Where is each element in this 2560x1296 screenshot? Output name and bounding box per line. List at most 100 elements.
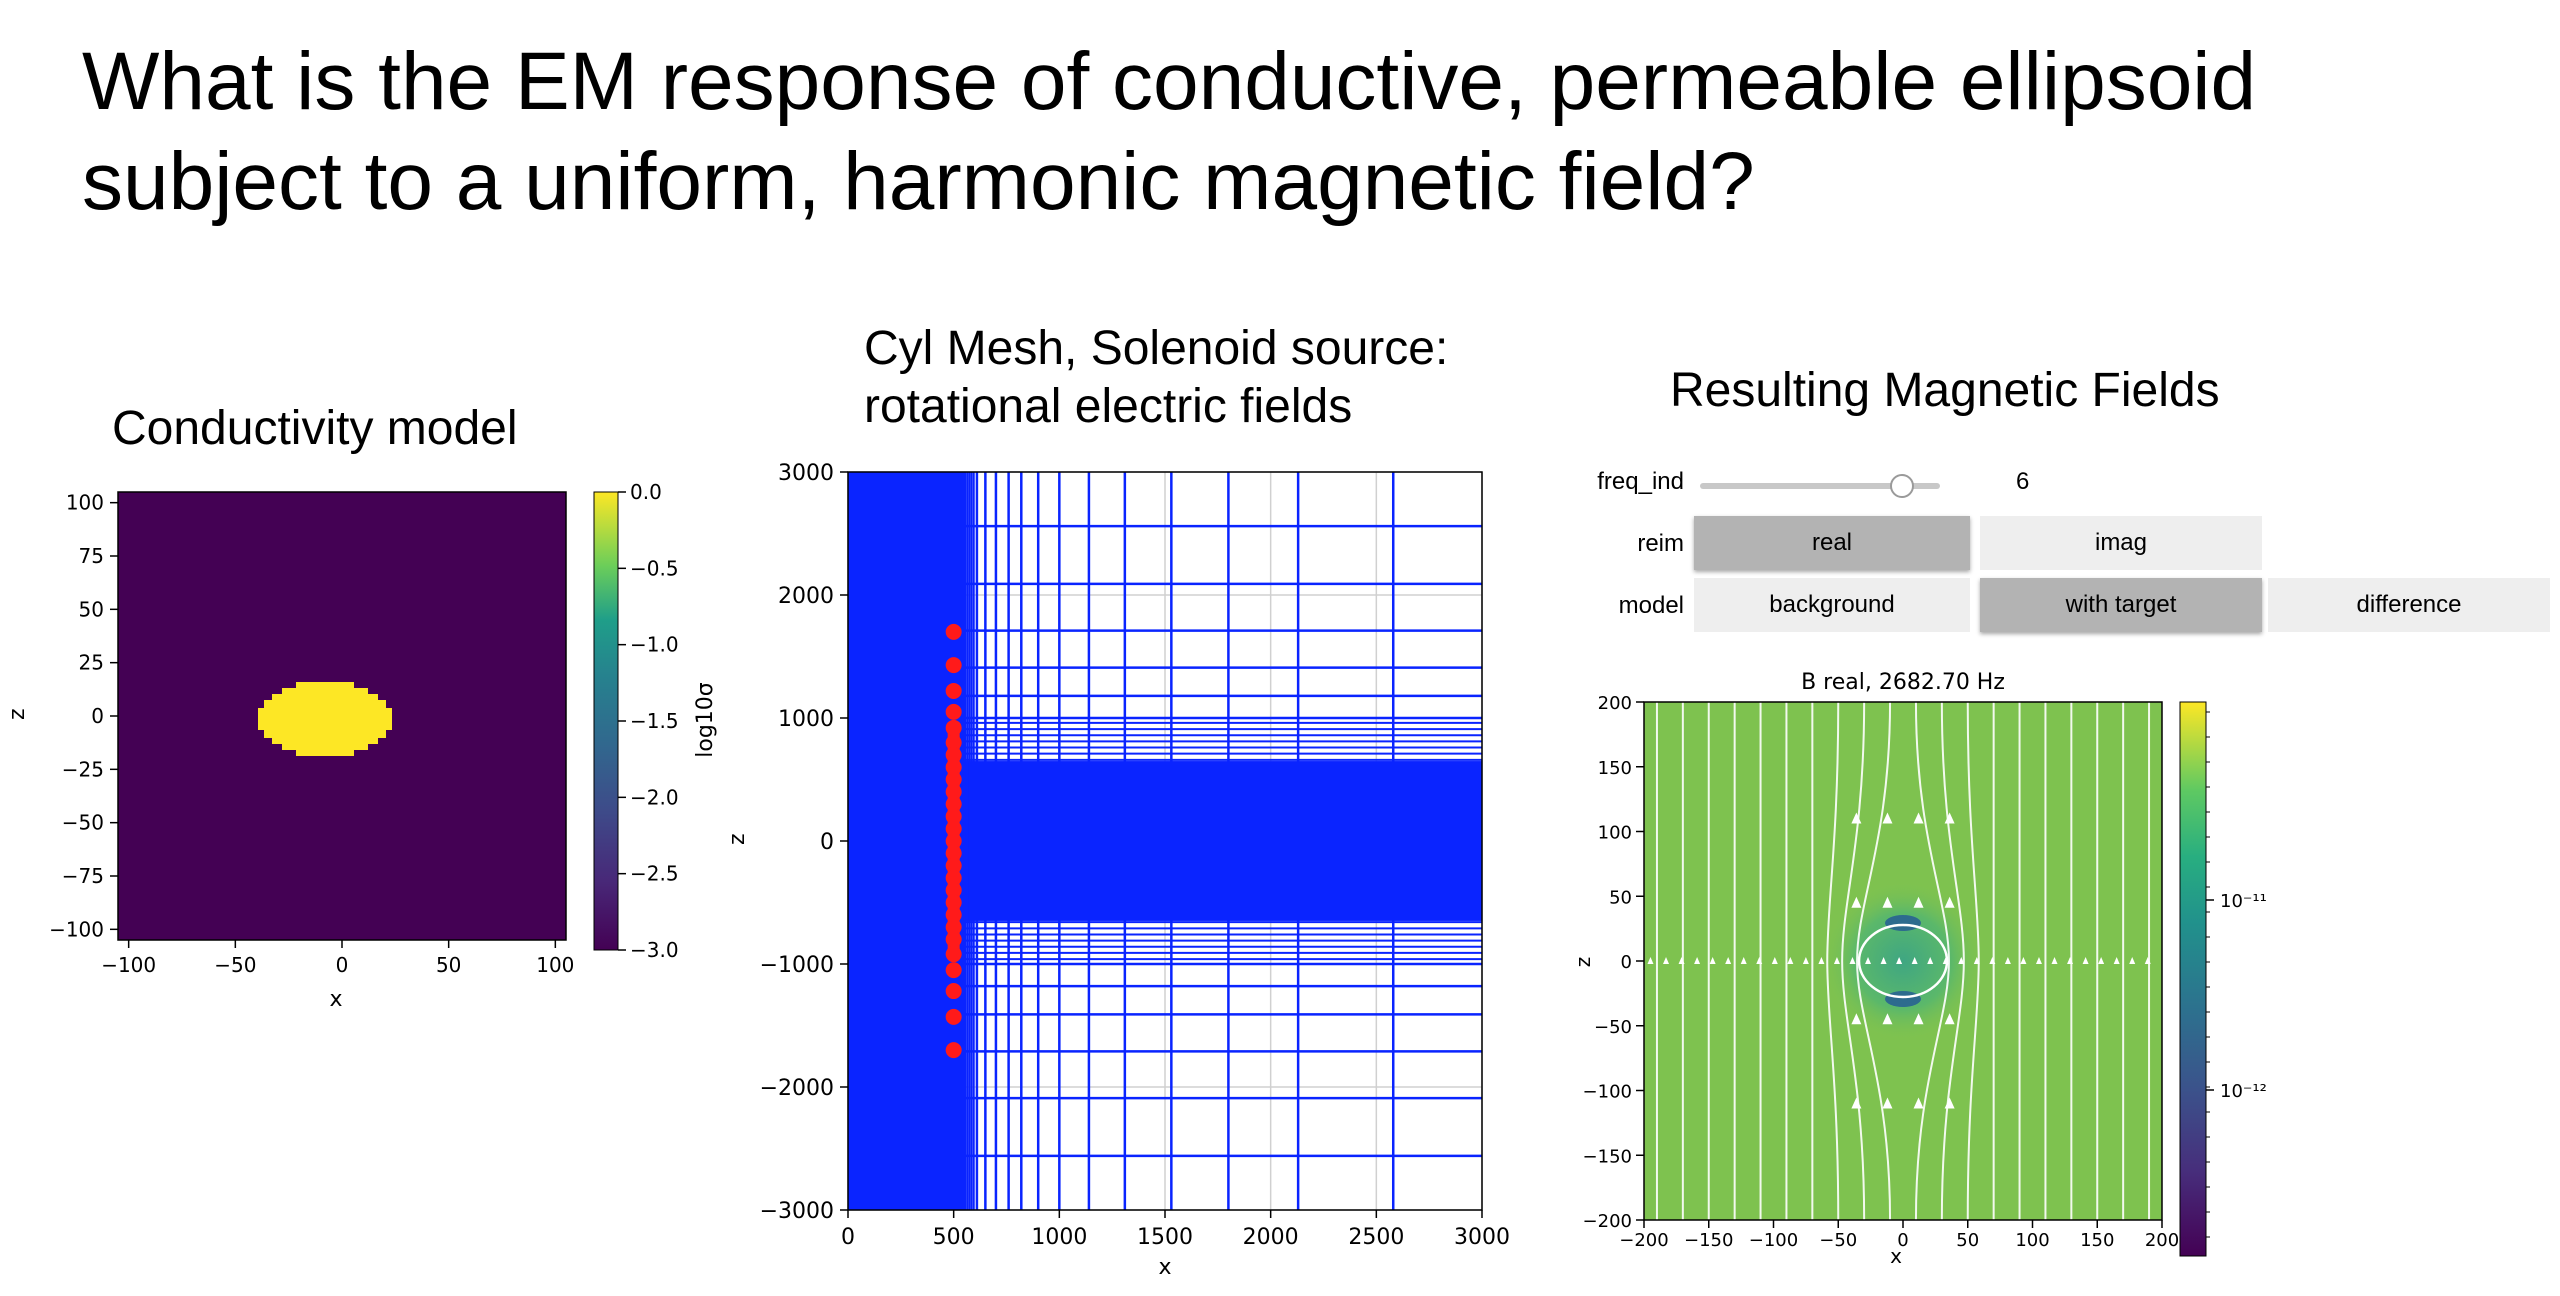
- y-axis-label: z: [5, 708, 30, 720]
- y-tick-label: 1000: [778, 707, 834, 732]
- slider-track: [1700, 483, 1940, 489]
- y-tick-label: 50: [79, 597, 104, 621]
- colorbar-tick-label: −2.5: [630, 862, 679, 886]
- colorbar-tick-label: −1.0: [630, 633, 679, 657]
- streamline-arrow: [1944, 1013, 1955, 1025]
- streamline-arrow: [1678, 957, 1685, 964]
- x-tick-label: 100: [2015, 1230, 2049, 1251]
- colorbar: [2179, 701, 2207, 1257]
- x-tick-label: −100: [101, 953, 156, 977]
- slide-title: What is the EM response of conductive, p…: [82, 36, 2257, 227]
- source-point: [945, 857, 962, 874]
- source-point: [945, 845, 962, 862]
- model-with-target-button[interactable]: with target: [1980, 578, 2262, 632]
- streamline-arrow: [1663, 957, 1670, 964]
- target-anomaly: [1823, 881, 1983, 1041]
- y-tick-label: 3000: [778, 461, 834, 486]
- source-point: [945, 931, 962, 948]
- x-tick-label: −200: [1619, 1230, 1668, 1251]
- x-tick-label: 200: [2145, 1230, 2179, 1251]
- colorbar: [593, 491, 619, 951]
- y-tick-label: −150: [1583, 1146, 1632, 1167]
- freq-ind-slider[interactable]: [1700, 474, 1940, 498]
- y-tick-label: 0: [1621, 952, 1632, 973]
- streamline-arrow: [1851, 812, 1862, 824]
- streamline-arrow: [1851, 1097, 1862, 1109]
- streamline-arrow: [1973, 957, 1980, 964]
- y-axis-ticks: 200 150 100 50 0 −50 −100 −150 −200: [1583, 693, 1644, 1232]
- streamline-arrow: [1833, 957, 1840, 964]
- model-label: model: [1618, 592, 1684, 619]
- conductivity-model-title: Conductivity model: [112, 402, 518, 455]
- slider-handle[interactable]: [1889, 474, 1914, 498]
- source-point: [945, 946, 962, 963]
- streamline-arrow: [1942, 957, 1949, 964]
- x-tick-label: −100: [1749, 1230, 1798, 1251]
- source-point: [945, 869, 962, 886]
- streamline-arrow: [2098, 957, 2105, 964]
- y-tick-label: −1000: [760, 953, 834, 978]
- field-low-bottom: [1885, 991, 1921, 1007]
- source-point: [945, 734, 962, 751]
- x-axis-label: x: [1890, 1244, 1902, 1268]
- streamline-arrow: [1787, 957, 1794, 964]
- streamline-arrow: [2082, 957, 2089, 964]
- streamline-arrow: [1882, 1013, 1893, 1025]
- x-tick-label: 50: [436, 953, 461, 977]
- colorbar-tick-label: −1.5: [630, 709, 679, 733]
- streamline-arrow: [1756, 957, 1763, 964]
- streamline-arrow: [1740, 957, 1747, 964]
- streamline-arrow: [2035, 957, 2042, 964]
- x-axis-label: x: [329, 987, 342, 1012]
- x-tick-label: 100: [536, 953, 574, 977]
- source-point: [945, 657, 962, 674]
- reim-label: reim: [1637, 530, 1684, 557]
- streamline-arrow: [1818, 957, 1825, 964]
- model-background-button[interactable]: background: [1694, 578, 1970, 632]
- source-point: [945, 906, 962, 923]
- x-tick-label: 2500: [1348, 1225, 1404, 1250]
- source-point: [945, 833, 962, 849]
- x-tick-label: 150: [2080, 1230, 2114, 1251]
- x-tick-label: −150: [1684, 1230, 1733, 1251]
- y-tick-label: −100: [49, 917, 104, 941]
- streamline-arrow: [1725, 957, 1732, 964]
- streamline-arrow: [1913, 896, 1924, 908]
- colorbar-tick-label: 0.0: [630, 480, 662, 504]
- y-tick-label: −25: [62, 757, 104, 781]
- x-tick-label: 50: [1956, 1230, 1979, 1251]
- source-point: [945, 894, 962, 911]
- x-tick-label: 3000: [1454, 1225, 1510, 1250]
- streamline-arrow: [1944, 1097, 1955, 1109]
- x-axis-ticks: −200 −150 −100 −50 0 50 100 150 200: [1619, 1220, 2179, 1251]
- y-tick-label: −50: [1594, 1017, 1632, 1038]
- y-tick-label: 25: [79, 651, 104, 675]
- colorbar-ticks: 0.0 −0.5 −1.0 −1.5 −2.0 −2.5 −3.0: [618, 480, 679, 962]
- y-tick-label: 50: [1609, 887, 1632, 908]
- source-points: [945, 623, 962, 1059]
- colorbar-label: log10σ: [693, 682, 718, 758]
- source-point: [945, 808, 962, 825]
- source-point: [945, 796, 962, 813]
- y-axis-ticks: 100 75 50 25 0 −25 −50 −75 −100: [49, 491, 118, 941]
- streamline-arrow: [1865, 957, 1872, 964]
- y-tick-label: 2000: [778, 584, 834, 609]
- streamline-arrow: [1913, 812, 1924, 824]
- reim-imag-button[interactable]: imag: [1980, 516, 2262, 570]
- y-tick-label: 150: [1598, 758, 1632, 779]
- streamlines: [1647, 701, 2151, 1221]
- x-tick-label: 2000: [1243, 1225, 1299, 1250]
- colorbar-tick-label: 10⁻¹¹: [2220, 891, 2267, 912]
- source-point: [945, 682, 962, 699]
- source-point: [945, 882, 962, 899]
- x-tick-label: 1000: [1031, 1225, 1087, 1250]
- source-point: [945, 759, 962, 776]
- freq-ind-value: 6: [2016, 468, 2030, 495]
- model-difference-button[interactable]: difference: [2268, 578, 2550, 632]
- source-point: [945, 820, 962, 837]
- streamline-arrow: [1709, 957, 1716, 964]
- magnetic-field-plot: B real, 2682.70 Hz 200 150 100 50 0 −50 −100 −1…: [1571, 670, 2267, 1268]
- streamline-arrow: [1771, 957, 1778, 964]
- x-tick-label: 0: [1897, 1230, 1908, 1251]
- reim-real-button[interactable]: real: [1694, 516, 1970, 570]
